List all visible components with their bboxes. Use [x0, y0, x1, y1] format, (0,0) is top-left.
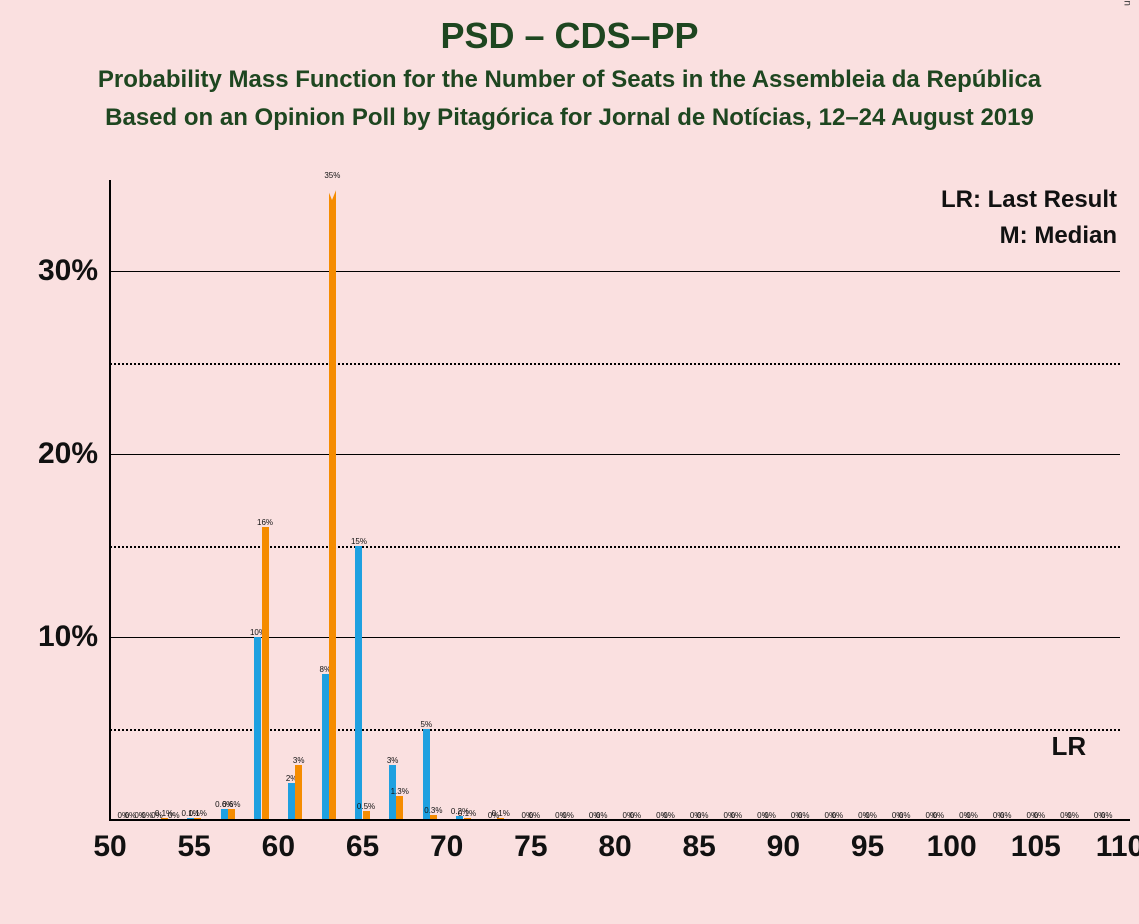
chart-title-text: PSD – CDS–PP	[440, 15, 698, 56]
bar-label: 0.5%	[357, 802, 375, 811]
chart-subtitle-2: Based on an Opinion Poll by Pitagórica f…	[0, 104, 1139, 132]
bar-label: 1.3%	[391, 787, 409, 796]
bar-label: 0.6%	[222, 800, 240, 809]
chart-plot-area: 0%0%0%0%0%0.1%0%0.1%0.1%0.6%0.6%10%16%2%…	[110, 180, 1120, 820]
bar-orange: 3%	[295, 765, 302, 820]
x-axis-tick: 60	[262, 830, 295, 864]
bar-label: 3%	[293, 756, 305, 765]
bar-label: 15%	[351, 537, 367, 546]
bar-label: 0.1%	[492, 809, 510, 818]
y-axis-tick: 20%	[38, 437, 98, 471]
y-axis-tick: 10%	[38, 620, 98, 654]
bar-label: 0.1%	[189, 809, 207, 818]
x-axis-tick: 50	[93, 830, 126, 864]
x-axis-tick: 95	[851, 830, 884, 864]
last-result-marker: LR	[1052, 731, 1087, 762]
copyright-text: © 2019 Filip van Laenen	[1122, 0, 1133, 6]
bar-orange: 1.3%	[396, 796, 403, 820]
bar-orange: 35%	[329, 180, 336, 820]
gridline	[110, 363, 1120, 365]
bar-blue: 2%	[288, 783, 295, 820]
gridline	[110, 454, 1120, 455]
bar-label: 5%	[421, 720, 433, 729]
x-axis-tick: 75	[514, 830, 547, 864]
bar-blue: 15%	[355, 546, 362, 820]
bar-label: 0.1%	[458, 809, 476, 818]
bar-blue: 8%	[322, 674, 329, 820]
bar-label: 16%	[257, 518, 273, 527]
x-axis-tick: 90	[767, 830, 800, 864]
x-axis-tick: 85	[682, 830, 715, 864]
x-axis-tick: 65	[346, 830, 379, 864]
y-axis-tick: 30%	[38, 254, 98, 288]
x-axis-tick: 105	[1011, 830, 1061, 864]
median-arrow-icon	[323, 178, 341, 200]
y-axis	[109, 180, 111, 820]
bar-label: 3%	[387, 756, 399, 765]
bar-orange: 16%	[262, 527, 269, 820]
gridline	[110, 271, 1120, 272]
x-axis-tick: 55	[177, 830, 210, 864]
x-axis-tick: 110	[1096, 830, 1139, 864]
bar-blue: 10%	[254, 637, 261, 820]
chart-title: PSD – CDS–PP	[0, 16, 1139, 56]
chart-subtitle-1: Probability Mass Function for the Number…	[0, 66, 1139, 94]
x-axis	[109, 819, 1130, 821]
bar-label: 0.3%	[424, 806, 442, 815]
x-axis-tick: 80	[598, 830, 631, 864]
x-axis-tick: 100	[927, 830, 977, 864]
x-axis-tick: 70	[430, 830, 463, 864]
